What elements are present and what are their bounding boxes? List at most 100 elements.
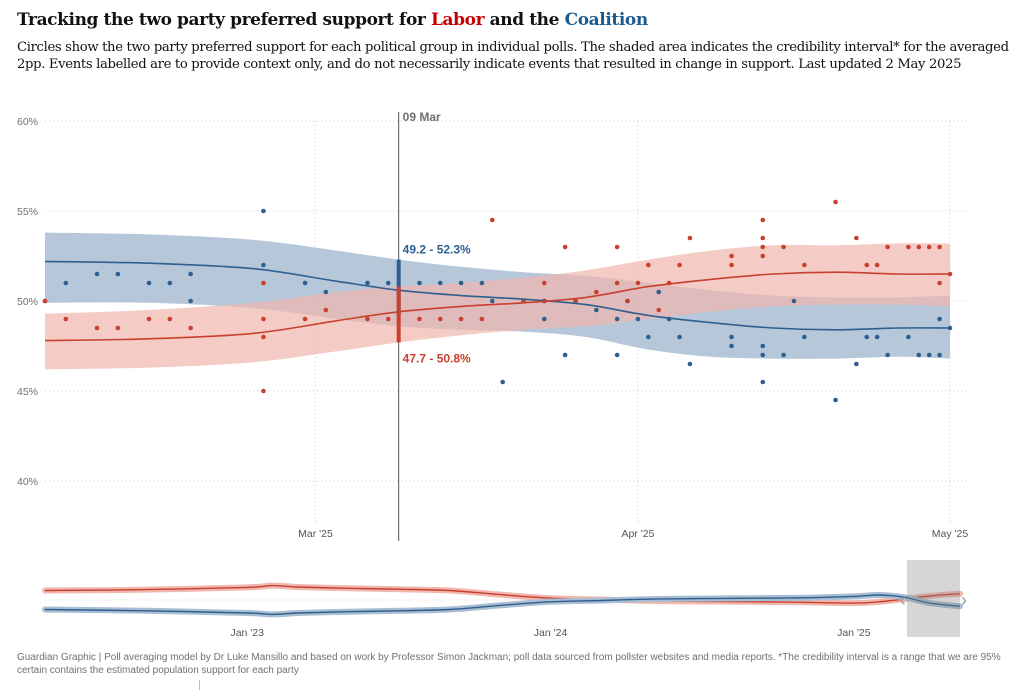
coalition-poll-dot <box>594 307 599 313</box>
navigator-tick-label: Jan '25 <box>837 627 871 639</box>
coalition-poll-dot <box>261 208 266 214</box>
labor-poll-dot <box>916 244 922 250</box>
labor-poll-dot <box>874 262 880 268</box>
labor-poll-dot <box>760 244 766 250</box>
x-tick-label: May '25 <box>932 528 969 540</box>
labor-poll-dot <box>323 307 329 313</box>
chart-subtitle: Circles show the two party preferred sup… <box>17 40 1009 72</box>
coalition-poll-dot <box>926 352 932 358</box>
coalition-poll-dot <box>417 280 422 286</box>
labor-poll-dot <box>261 280 266 286</box>
coalition-poll-dot <box>916 352 922 358</box>
labor-poll-dot <box>614 244 620 250</box>
labor-poll-dot <box>42 298 48 304</box>
labor-poll-dot <box>729 253 734 259</box>
labor-navigator-line <box>44 584 961 604</box>
labor-poll-dot <box>635 280 641 286</box>
coalition-poll-dot <box>906 334 911 340</box>
y-tick-label: 60% <box>17 116 38 128</box>
coalition-poll-dot <box>437 280 443 286</box>
labor-poll-dot <box>573 298 578 304</box>
labor-poll-dot <box>646 262 651 268</box>
labor-poll-dot <box>656 307 662 313</box>
title-mid: and the <box>484 10 565 30</box>
labor-poll-dot <box>437 316 443 322</box>
labor-poll-dot <box>760 217 766 223</box>
labor-poll-dot <box>760 235 766 241</box>
labor-poll-dot <box>562 244 568 250</box>
coalition-poll-dot <box>500 379 506 385</box>
coalition-poll-dot <box>323 289 329 295</box>
labor-poll-dot <box>542 280 547 286</box>
labor-poll-dot <box>781 244 786 250</box>
coalition-poll-dot <box>833 397 838 403</box>
labor-poll-dot <box>167 316 173 322</box>
event-marker-label: 09 Mar <box>403 110 441 124</box>
title-labor: Labor <box>430 10 485 30</box>
labor-poll-dot <box>94 325 100 331</box>
chart-footer: Guardian Graphic | Poll averaging model … <box>17 652 1001 676</box>
coalition-poll-dot <box>791 298 797 304</box>
labor-poll-dot <box>802 262 807 268</box>
labor-poll-dot <box>188 325 193 331</box>
labor-poll-dot <box>63 316 69 322</box>
coalition-poll-dot <box>489 298 495 304</box>
labor-poll-dot <box>261 334 266 340</box>
coalition-poll-dot <box>188 298 193 304</box>
coalition-poll-dot <box>864 334 870 340</box>
coalition-poll-dot <box>781 352 786 358</box>
chart-svg: 60% 55% 50% 45% 40% Mar '25 Apr '25 May '25 09 M… <box>17 110 969 639</box>
coalition-poll-dot <box>656 289 662 295</box>
labor-poll-dot <box>854 235 859 241</box>
navigator-tick-label: Jan '23 <box>230 627 264 639</box>
labor-poll-dot <box>458 316 464 322</box>
navigator-selection-window <box>906 560 960 637</box>
coalition-poll-dot <box>760 343 766 349</box>
coalition-poll-dot <box>94 271 100 277</box>
labor-credibility-band <box>45 243 950 370</box>
coalition-poll-dot <box>63 280 69 286</box>
title-coalition: Coalition <box>564 10 649 30</box>
coalition-poll-dot <box>635 316 641 322</box>
coalition-poll-dot <box>167 280 173 286</box>
y-tick-label: 45% <box>17 386 38 398</box>
labor-poll-dot <box>385 316 391 322</box>
coalition-poll-dot <box>937 352 942 358</box>
coalition-poll-dot <box>479 280 485 286</box>
coalition-poll-dot <box>562 352 568 358</box>
bottom-divider <box>199 680 200 690</box>
x-tick-label: Mar '25 <box>298 528 333 540</box>
labor-poll-dot <box>906 244 911 250</box>
y-tick-label: 50% <box>17 296 38 308</box>
labor-poll-dot <box>885 244 890 250</box>
labor-poll-dot <box>146 316 152 322</box>
coalition-poll-dot <box>760 379 766 385</box>
labor-poll-dot <box>926 244 932 250</box>
coalition-poll-dot <box>760 352 766 358</box>
labor-trend-line <box>44 271 951 342</box>
coalition-poll-dot <box>854 361 859 367</box>
title-prefix: Tracking the two party preferred support… <box>17 10 431 30</box>
labor-poll-dot <box>594 289 599 295</box>
coalition-poll-dot <box>614 316 620 322</box>
coalition-range-label: 49.2 - 52.3% <box>403 243 471 257</box>
navigator-tick-label: Jan '24 <box>534 627 568 639</box>
labor-poll-dot <box>614 280 620 286</box>
coalition-trend-line <box>44 260 951 331</box>
coalition-poll-dot <box>687 361 693 367</box>
coalition-poll-dot <box>729 343 734 349</box>
labor-poll-dot <box>625 298 630 304</box>
labor-poll-dot <box>687 235 693 241</box>
labor-poll-dot <box>833 199 838 205</box>
labor-poll-dot <box>365 316 370 322</box>
labor-poll-dot <box>864 262 870 268</box>
y-tick-label: 55% <box>17 206 38 218</box>
labor-poll-dot <box>417 316 422 322</box>
coalition-poll-dot <box>677 334 682 340</box>
coalition-poll-dot <box>542 316 547 322</box>
coalition-poll-dot <box>261 262 266 268</box>
labor-poll-dot <box>261 316 266 322</box>
labor-poll-dot <box>261 388 266 394</box>
coalition-poll-dot <box>885 352 890 358</box>
coalition-poll-dot <box>937 316 942 322</box>
